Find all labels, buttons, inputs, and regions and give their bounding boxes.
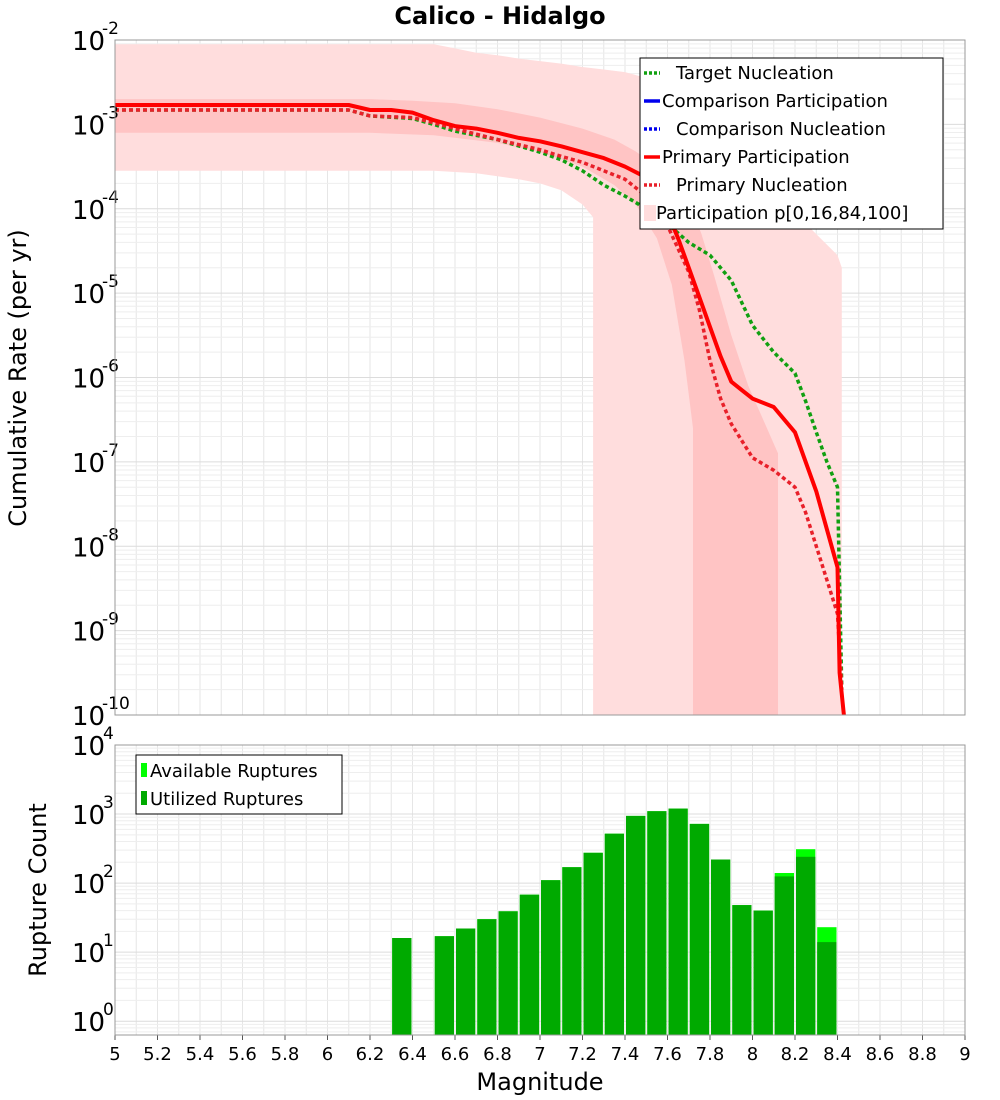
x-tick-label: 5.2 [143,1044,172,1065]
y-tick-label: 10 [72,732,105,762]
y-tick-exponent: -10 [102,694,130,714]
y-tick-exponent: -6 [102,357,119,377]
legend-box [135,754,343,815]
legend-label: Comparison Participation [662,91,888,112]
y-tick-exponent: -9 [102,610,119,630]
bar-utilized-ruptures [604,833,624,1035]
x-tick-label: 8.4 [823,1044,852,1065]
x-tick-label: 9 [959,1044,970,1065]
y-tick-exponent: 3 [103,793,114,813]
legend-label: Utilized Ruptures [150,789,303,810]
bar-utilized-ruptures [392,938,412,1035]
bar-utilized-ruptures [583,852,603,1035]
legend-label: Target Nucleation [675,63,834,84]
x-tick-label: 8.6 [866,1044,895,1065]
x-tick-label: 5 [109,1044,120,1065]
bar-utilized-ruptures [434,936,454,1035]
x-tick-label: 5.6 [228,1044,257,1065]
bar-utilized-ruptures [456,928,476,1035]
bar-utilized-ruptures [626,815,646,1035]
rate-y-axis-label: Cumulative Rate (per yr) [4,229,32,527]
y-tick-label: 10 [72,1008,105,1038]
x-tick-label: 7.4 [611,1044,640,1065]
x-tick-label: 7 [534,1044,545,1065]
y-tick-label: 10 [72,280,105,310]
legend-label: Available Ruptures [150,761,318,782]
y-tick-exponent: -5 [102,272,119,292]
bar-utilized-ruptures [498,911,518,1035]
x-tick-label: 6.2 [356,1044,385,1065]
x-tick-label: 8.2 [781,1044,810,1065]
x-axis-label: Magnitude [476,1068,603,1096]
y-tick-label: 10 [72,533,105,563]
bar-utilized-ruptures [689,823,710,1035]
y-tick-label: 10 [72,111,105,141]
x-tick-label: 7.2 [568,1044,597,1065]
x-tick-label: 6.4 [398,1044,427,1065]
bar-utilized-ruptures [668,808,688,1035]
x-tick-label: 5.8 [271,1044,300,1065]
legend-swatch [644,205,656,221]
bar-utilized-ruptures [753,910,773,1035]
y-tick-exponent: -7 [102,441,119,461]
legend-label: Participation p[0,16,84,100] [656,203,908,224]
bar-utilized-ruptures [732,905,752,1035]
legend-swatch [141,791,147,805]
rupture-bars [392,808,837,1035]
rate-lines [115,103,846,715]
legend-label: Primary Participation [662,147,850,168]
x-tick-label: 6 [322,1044,333,1065]
bar-utilized-ruptures [796,856,816,1035]
x-tick-label: 7.8 [696,1044,725,1065]
y-tick-label: 10 [72,27,105,57]
rate-panel: 10-210-310-410-510-610-710-810-910-10 Ca… [4,2,966,732]
x-tick-label: 6.6 [441,1044,470,1065]
x-tick-label: 8 [747,1044,758,1065]
y-tick-exponent: 2 [103,862,114,882]
series-primary-participation [115,103,846,715]
bar-utilized-ruptures [647,811,667,1035]
legend-label: Comparison Nucleation [676,119,886,140]
y-tick-exponent: -3 [102,103,119,123]
bar-utilized-ruptures [541,880,561,1035]
y-tick-exponent: -8 [102,525,119,545]
series-primary-nucleation [115,108,844,690]
legend-box [639,57,944,230]
x-ticks: 5 5.2 5.4 5.6 5.8 6 6.2 6.4 6.6 6.8 7 7.2 7.4 7.6 7.8 8… [109,1035,971,1065]
x-tick-label: 8.8 [908,1044,937,1065]
y-tick-exponent: 1 [103,931,114,951]
bar-utilized-ruptures [477,919,497,1035]
rupture-grid [114,745,966,1035]
legend-label: Primary Nucleation [676,175,848,196]
y-tick-exponent: 4 [103,724,114,744]
band-inner [115,99,778,715]
bar-utilized-ruptures [711,859,731,1035]
rupture-y-axis-label: Rupture Count [24,803,52,977]
y-tick-label: 10 [72,618,105,648]
bar-utilized-ruptures [562,867,582,1035]
y-tick-exponent: 0 [103,1000,114,1020]
x-tick-label: 6.8 [483,1044,512,1065]
y-tick-exponent: -2 [102,19,119,39]
y-tick-label: 10 [72,449,105,479]
y-tick-label: 10 [72,365,105,395]
y-tick-label: 10 [72,870,105,900]
y-tick-label: 10 [72,801,105,831]
chart-title: Calico - Hidalgo [394,2,605,30]
legend-swatch [141,763,147,777]
x-tick-label: 7.6 [653,1044,682,1065]
bar-utilized-ruptures [774,876,794,1035]
rupture-legend: Available Ruptures Utilized Ruptures [135,754,343,815]
bar-utilized-ruptures [817,942,837,1035]
x-tick-label: 5.4 [186,1044,215,1065]
y-tick-label: 10 [72,196,105,226]
bar-utilized-ruptures [519,894,540,1035]
y-tick-label: 10 [72,702,105,732]
rate-legend: Target Nucleation Comparison Participatio… [639,57,944,230]
y-tick-exponent: -4 [102,188,119,208]
y-tick-label: 10 [72,939,105,969]
